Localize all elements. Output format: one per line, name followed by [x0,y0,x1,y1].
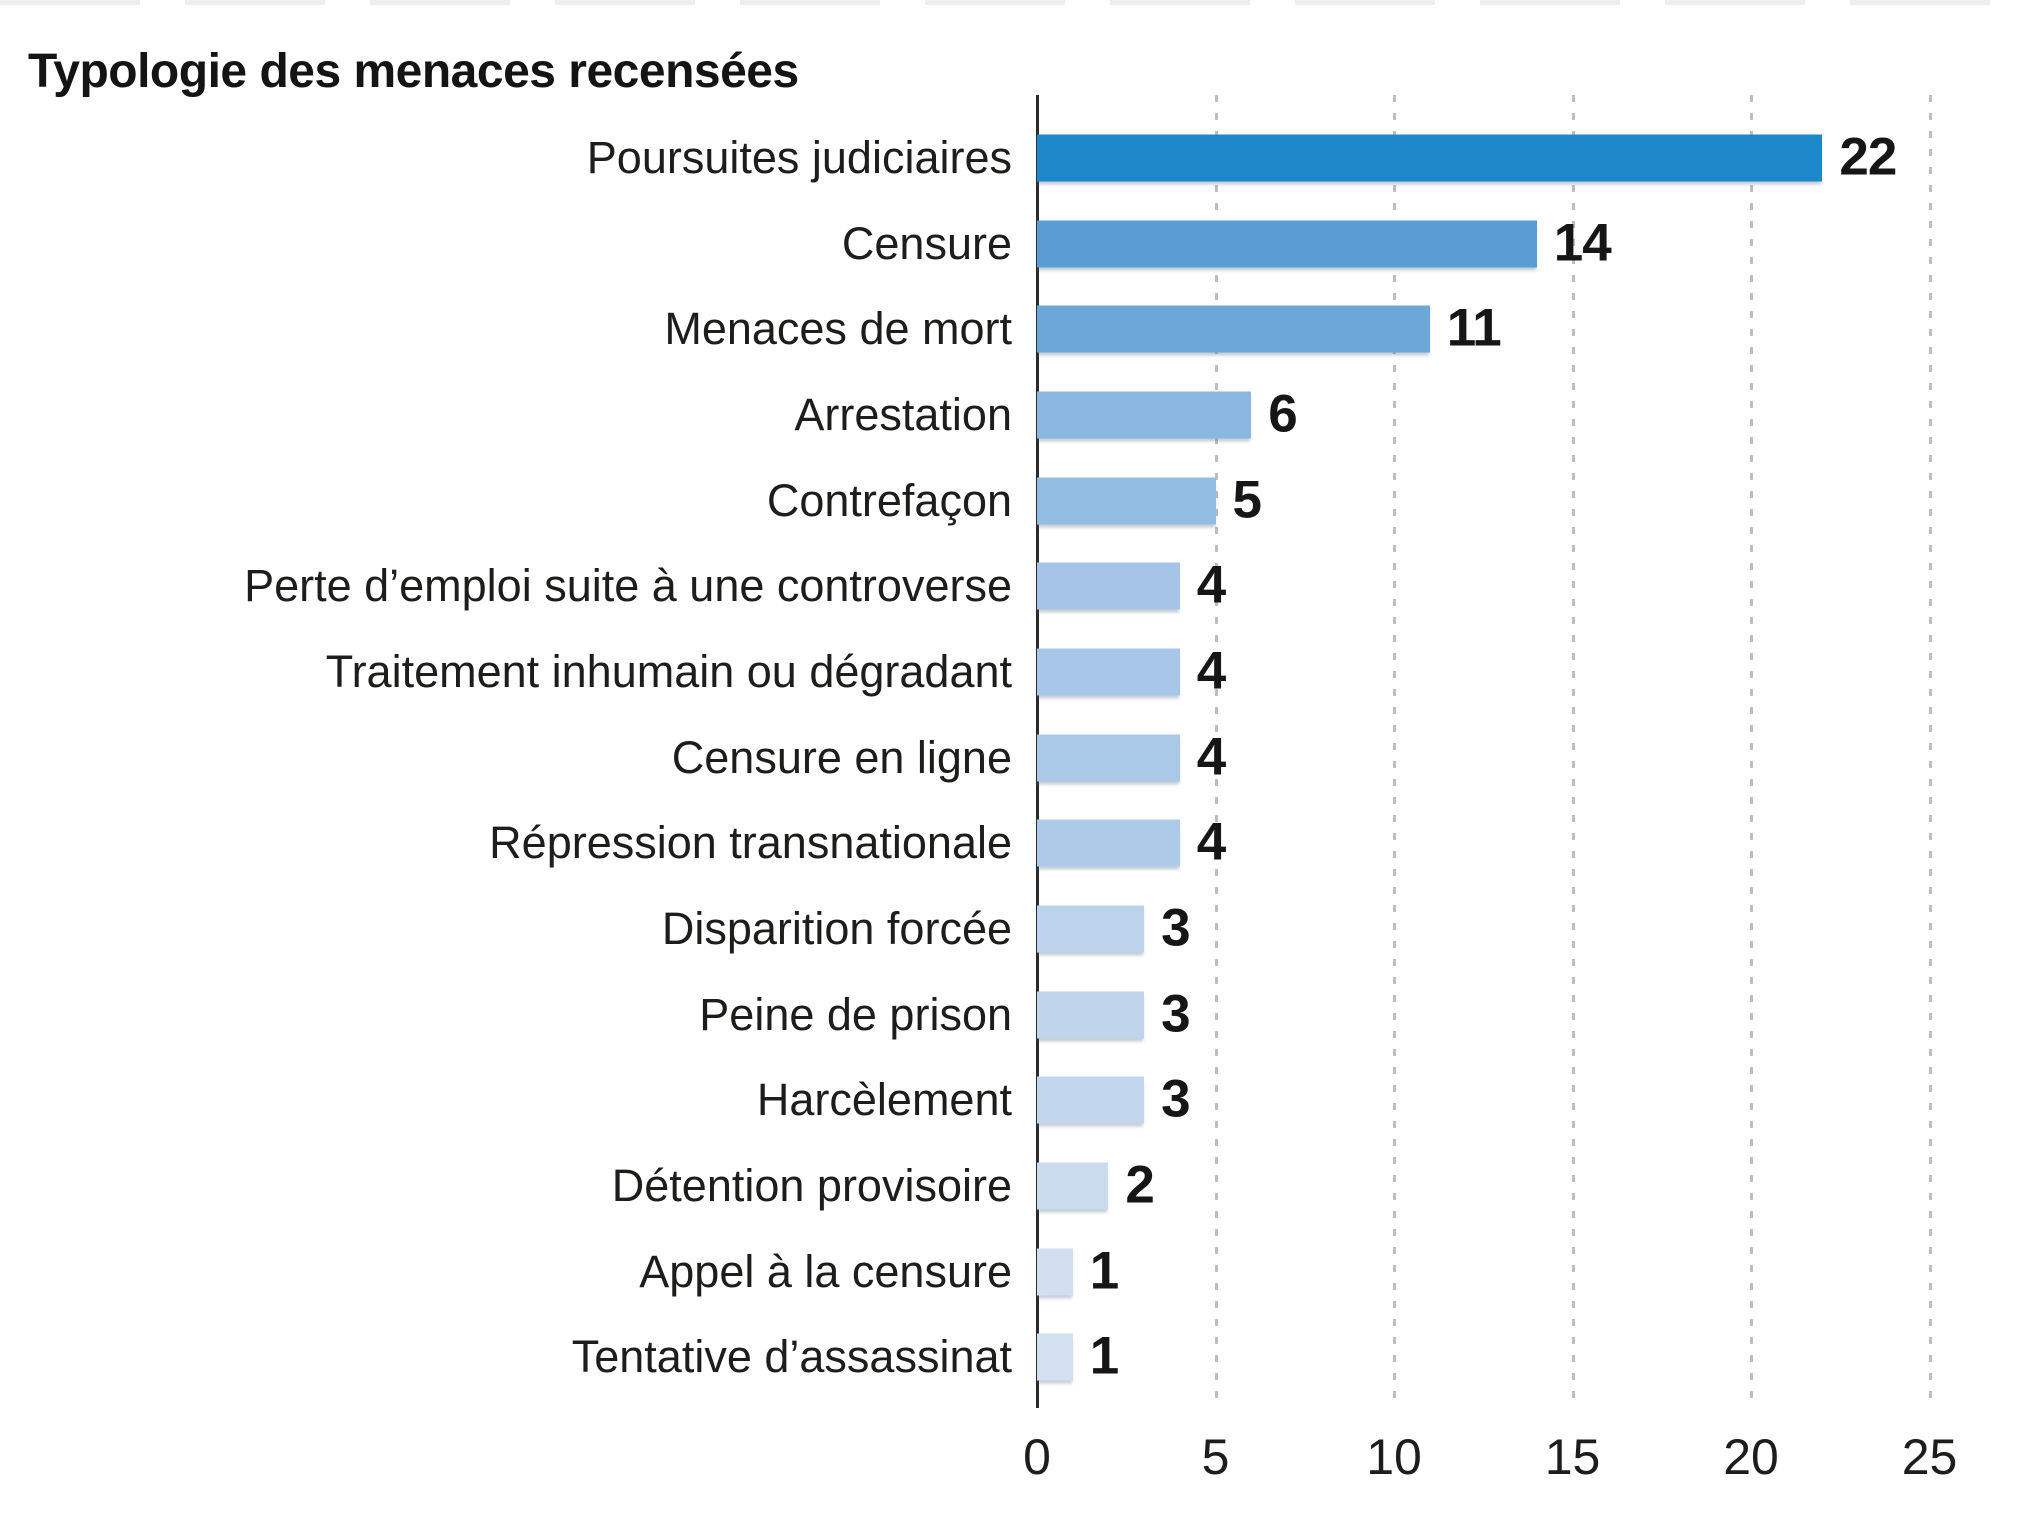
bar-value-label: 5 [1232,469,1263,529]
category-label: Contrefaçon [766,474,1012,526]
category-label: Arrestation [794,388,1012,440]
bar-value-label: 1 [1089,1326,1120,1386]
bar-13 [1037,1162,1109,1210]
category-label: Détention provisoire [611,1159,1012,1211]
bar-12 [1037,1076,1145,1124]
category-label: Traitement inhumain ou dégradant [325,645,1012,697]
x-axis-tick-label: 10 [1366,1429,1422,1485]
bar-8 [1037,734,1180,781]
category-label: Censure [841,217,1012,269]
bar-value-label: 4 [1196,555,1227,615]
bar-value-label: 11 [1446,298,1502,358]
bar-11 [1037,991,1145,1038]
bar-value-label: 4 [1196,726,1227,786]
category-label: Censure en ligne [671,731,1012,783]
bar-value-label: 6 [1268,384,1298,444]
gridline-x-10 [1393,95,1396,1408]
bar-2 [1037,220,1537,267]
bar-6 [1037,562,1180,610]
chart-title: Typologie des menaces recensées [28,45,799,99]
bar-5 [1037,477,1216,524]
category-label: Répression transnationale [489,817,1012,869]
bar-value-label: 3 [1161,983,1191,1043]
x-axis-tick-label: 0 [1023,1429,1051,1485]
category-label: Menaces de mort [664,303,1012,355]
bar-value-label: 4 [1196,641,1227,701]
cropped-dashed-rule [0,0,2027,5]
category-label: Appel à la censure [639,1245,1012,1297]
bar-value-label: 1 [1089,1240,1120,1300]
bar-value-label: 4 [1196,812,1227,872]
gridline-x-20 [1750,95,1753,1408]
bar-value-label: 22 [1839,127,1897,187]
x-axis-tick-label: 20 [1723,1429,1779,1485]
x-axis-tick-label: 25 [1901,1429,1958,1485]
category-label: Tentative d’assassinat [571,1331,1012,1383]
bar-9 [1037,819,1180,867]
category-label: Peine de prison [699,988,1012,1040]
bar-10 [1037,905,1145,953]
x-axis-tick-label: 15 [1544,1429,1601,1485]
bar-value-label: 3 [1161,898,1191,958]
category-label: Harcèlement [756,1074,1012,1126]
bar-4 [1037,391,1252,439]
category-label: Perte d’emploi suite à une controverse [244,560,1012,612]
x-axis-tick-label: 5 [1201,1429,1230,1485]
category-label: Disparition forcée [661,902,1012,954]
bar-value-label: 3 [1161,1069,1191,1129]
bar-1 [1037,134,1823,182]
bar-15 [1037,1333,1073,1381]
gridline-x-15 [1571,95,1575,1408]
bar-3 [1037,305,1430,353]
bar-7 [1037,648,1180,696]
bar-value-label: 2 [1125,1155,1155,1215]
category-label: Poursuites judiciaires [586,131,1012,183]
gridline-x-25 [1928,95,1932,1408]
bar-value-label: 14 [1553,212,1612,272]
gridline-x-5 [1214,95,1218,1408]
bar-14 [1037,1248,1073,1295]
